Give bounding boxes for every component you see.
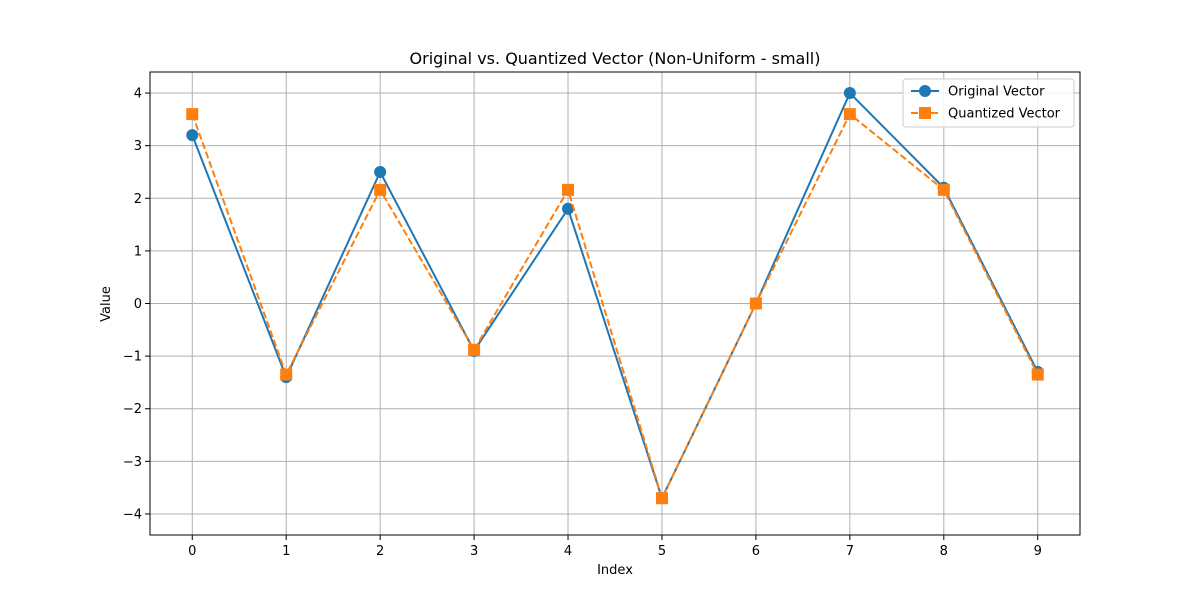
data-point: [186, 129, 199, 142]
legend: Original Vector Quantized Vector: [902, 78, 1075, 128]
y-tick-label: −3: [123, 455, 142, 470]
y-tick-label: 4: [134, 87, 142, 102]
data-point: [562, 183, 575, 196]
x-tick-label: 4: [564, 544, 572, 559]
axes-layer: 0 1 2 3 4 5 6 7 8 9 −4 −3 −2 −1 0 1 2 3 4: [123, 71, 1081, 559]
x-tick-label: 6: [752, 544, 760, 559]
data-point: [1031, 368, 1044, 381]
y-tick-label: 2: [134, 192, 142, 207]
y-tick-label: 0: [134, 297, 142, 312]
series-layer: [186, 87, 1044, 505]
y-tick-label: 3: [134, 139, 142, 154]
data-point: [843, 87, 856, 100]
x-axis-label: Index: [597, 563, 633, 578]
x-tick-label: 1: [282, 544, 290, 559]
x-tick-label: 0: [188, 544, 196, 559]
x-tick-label: 8: [940, 544, 948, 559]
data-point: [937, 183, 950, 196]
series-original-vector: [186, 87, 1044, 505]
data-point: [468, 343, 481, 356]
x-tick-label: 5: [658, 544, 666, 559]
series-line: [191, 113, 1039, 500]
y-tick-label: −1: [123, 350, 142, 365]
x-tick-label: 3: [470, 544, 478, 559]
y-tick-label: −2: [123, 402, 142, 417]
legend-label: Quantized Vector: [948, 107, 1061, 122]
legend-label: Original Vector: [948, 85, 1045, 100]
data-point: [280, 368, 293, 381]
y-axis-label: Value: [99, 286, 114, 322]
data-point: [655, 492, 668, 505]
data-point: [374, 183, 387, 196]
data-point: [186, 108, 199, 121]
data-point: [749, 297, 762, 310]
legend-box: [902, 78, 1075, 128]
x-tick-label: 9: [1034, 544, 1042, 559]
series-line: [191, 92, 1039, 500]
y-tick-label: −4: [123, 507, 142, 522]
data-point: [843, 108, 856, 121]
legend-marker: [919, 85, 931, 97]
series-quantized-vector: [186, 108, 1044, 505]
chart-title: Original vs. Quantized Vector (Non-Unifo…: [410, 49, 821, 68]
data-point: [374, 165, 387, 178]
grid-layer: [150, 72, 1080, 535]
y-tick-label: 1: [134, 244, 142, 259]
data-point: [562, 202, 575, 215]
x-tick-label: 2: [376, 544, 384, 559]
x-tick-label: 7: [846, 544, 854, 559]
legend-marker: [919, 107, 931, 119]
